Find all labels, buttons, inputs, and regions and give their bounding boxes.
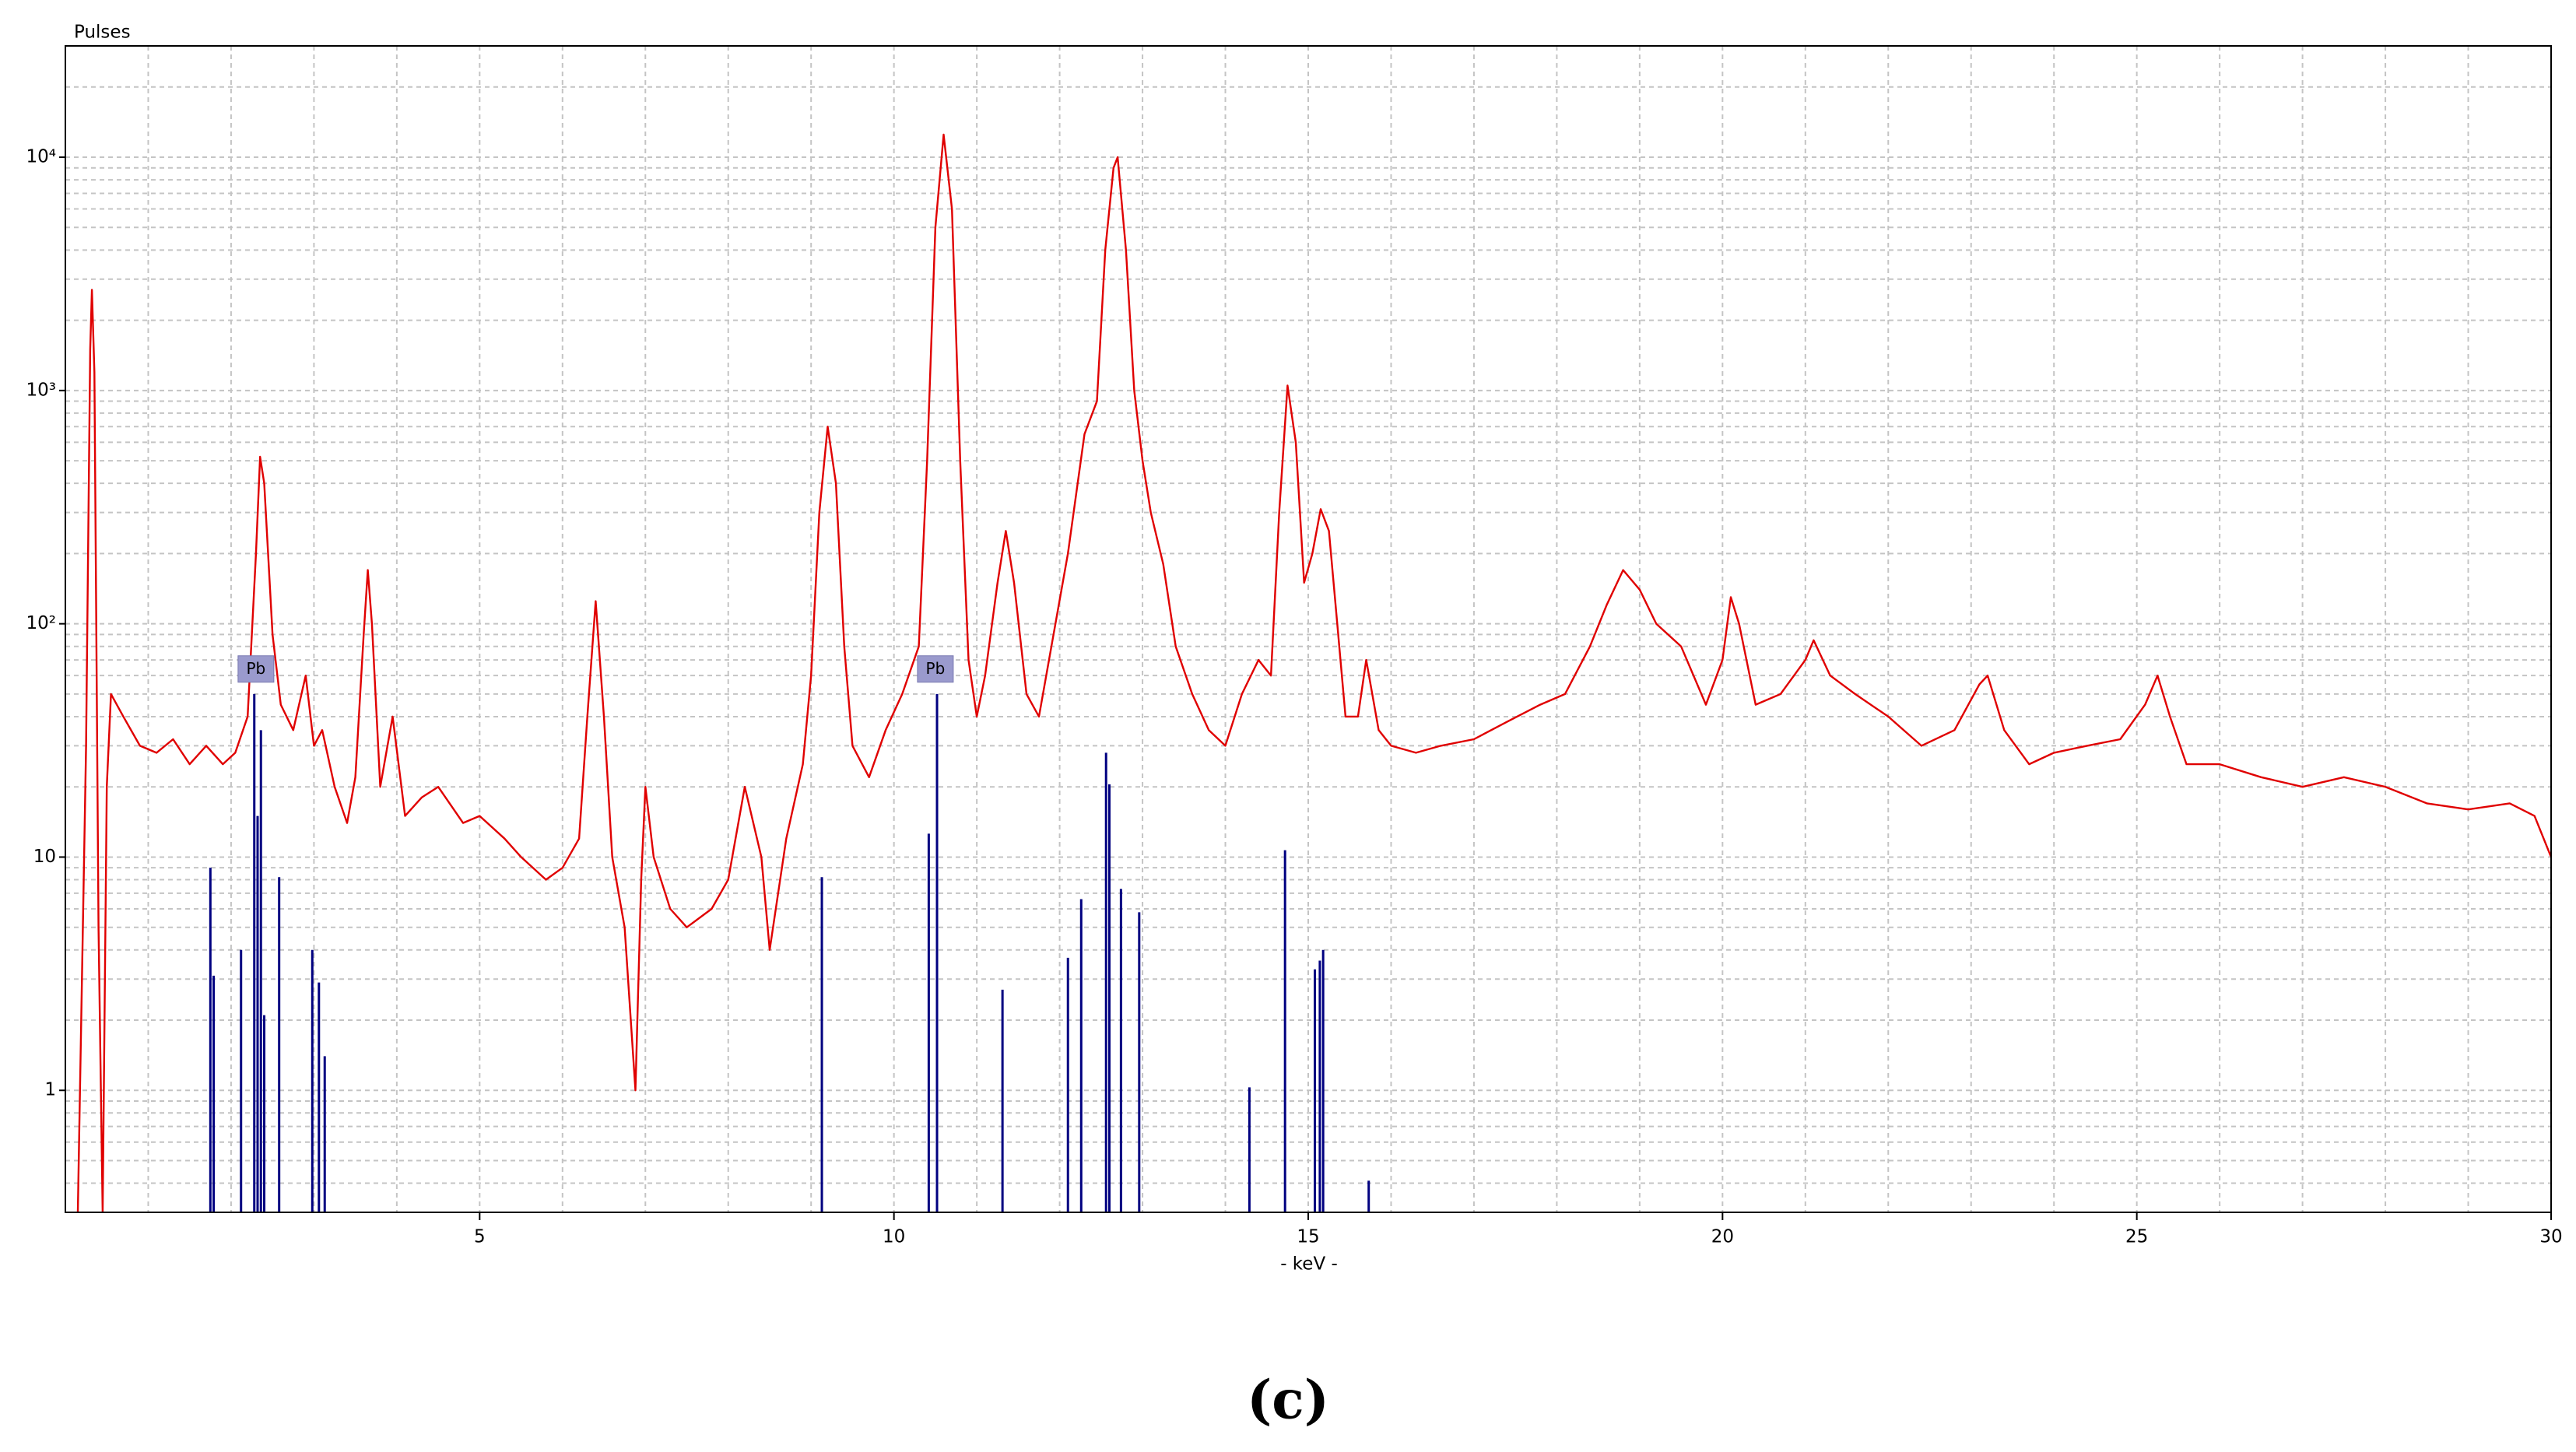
annotation-label: Pb	[926, 659, 946, 678]
x-tick-label: 25	[2125, 1227, 2148, 1247]
x-axis-label: - keV -	[1280, 1254, 1338, 1275]
annotation-label: Pb	[246, 659, 265, 678]
x-tick-label: 10	[883, 1227, 905, 1247]
y-tick-label: 10²	[26, 613, 57, 633]
y-axis-label: Pulses	[74, 23, 131, 43]
plot-frame	[65, 45, 2552, 1213]
x-tick-label: 5	[474, 1227, 486, 1247]
spectrum-line	[76, 133, 2551, 1212]
y-tick-label: 10	[33, 847, 56, 867]
y-tick-label: 10³	[26, 380, 57, 400]
x-tick-label: 15	[1297, 1227, 1319, 1247]
x-tick-label: 20	[1711, 1227, 1734, 1247]
annotation-box	[237, 655, 275, 683]
annotation-box	[917, 655, 954, 683]
y-tick-label: 10⁴	[26, 147, 57, 167]
caption: (c)	[1247, 1370, 1329, 1432]
x-tick-label: 30	[2539, 1227, 2562, 1247]
y-tick-label: 1	[44, 1080, 56, 1100]
